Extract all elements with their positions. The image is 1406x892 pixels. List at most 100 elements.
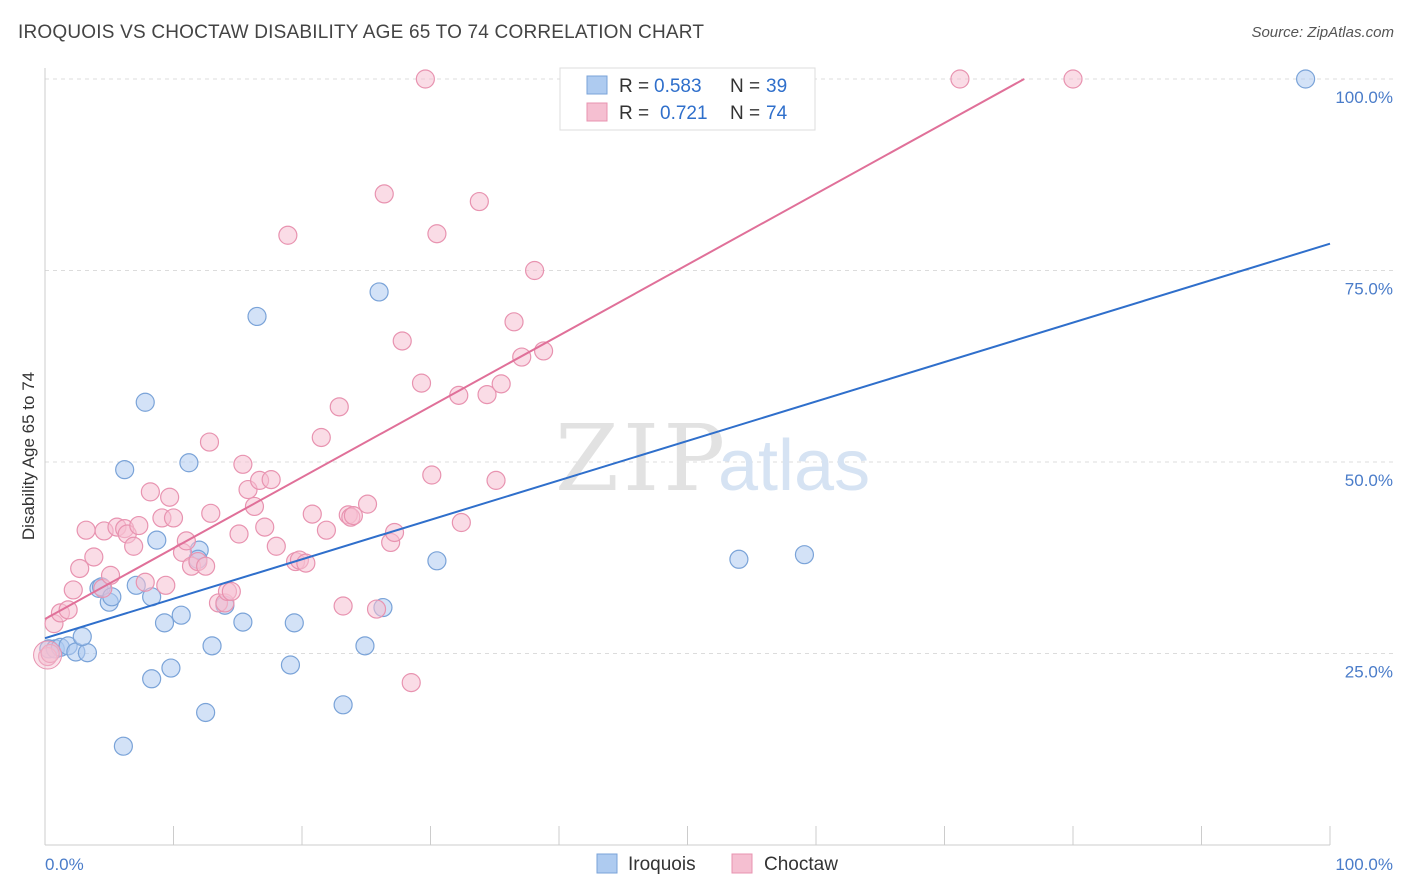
legend-r-value-choctaw: 0.721 [660, 103, 708, 124]
point-choctaw-27 [196, 556, 216, 576]
point-iroquois-35 [427, 551, 447, 571]
bottom-legend: Iroquois Choctaw [596, 853, 838, 875]
point-choctaw-63 [427, 224, 447, 244]
point-iroquois-14 [135, 392, 155, 412]
watermark-zip: ZIP [555, 405, 729, 512]
point-choctaw-61 [411, 373, 432, 393]
point-choctaw-56 [374, 184, 394, 204]
trend-line-iroquois [44, 242, 1331, 640]
y-tick-label-75: 75.0% [1345, 280, 1393, 299]
point-choctaw-top-1 [950, 69, 970, 89]
point-iroquois-36 [729, 549, 749, 569]
x-tick-label-100: 100.0% [1335, 855, 1393, 874]
x-tick-label-0: 0.0% [45, 855, 84, 874]
point-choctaw-top-2 [1063, 69, 1083, 89]
point-iroquois-31 [333, 695, 353, 715]
y-tick-label-50: 50.0% [1345, 471, 1393, 490]
point-iroquois-30 [284, 613, 304, 633]
point-choctaw-28 [199, 432, 220, 452]
point-choctaw-4 [58, 600, 78, 620]
point-choctaw-33 [221, 581, 241, 602]
point-iroquois-25 [202, 636, 222, 656]
point-choctaw-top-0 [415, 69, 435, 89]
point-iroquois-32 [355, 636, 375, 656]
grid-layer [45, 78, 1393, 654]
point-choctaw-59 [392, 331, 412, 351]
point-choctaw-68 [486, 470, 506, 490]
point-choctaw-70 [504, 312, 524, 332]
point-choctaw-8 [84, 547, 104, 567]
point-choctaw-55 [366, 599, 387, 619]
point-choctaw-60 [401, 673, 421, 693]
point-choctaw-66 [469, 191, 489, 212]
point-choctaw-1 [40, 643, 60, 664]
y-tick-label-25: 25.0% [1345, 663, 1393, 682]
y-axis-title: Disability Age 65 to 74 [19, 372, 38, 540]
bottom-legend-label-choctaw: Choctaw [764, 854, 838, 875]
point-choctaw-22 [163, 508, 184, 528]
point-iroquois-17 [147, 530, 167, 550]
watermark-atlas: atlas [718, 426, 870, 506]
legend-n-value-choctaw: 74 [766, 103, 788, 124]
point-iroquois-33 [369, 282, 389, 302]
point-iroquois-37 [794, 545, 815, 565]
point-iroquois-29 [280, 655, 301, 675]
point-choctaw-65 [451, 512, 471, 533]
point-choctaw-53 [343, 506, 363, 526]
point-cluster-origin [33, 640, 63, 670]
point-choctaw-48 [316, 520, 337, 540]
point-choctaw-34 [229, 524, 249, 544]
point-choctaw-20 [156, 575, 176, 595]
point-choctaw-40 [261, 470, 281, 490]
point-choctaw-50 [333, 596, 353, 616]
point-choctaw-11 [100, 565, 121, 585]
source-label: Source: ZipAtlas.com [1251, 24, 1394, 41]
point-choctaw-7 [76, 520, 96, 540]
point-iroquois-18 [154, 613, 175, 633]
point-choctaw-21 [160, 487, 180, 507]
point-choctaw-54 [357, 494, 378, 514]
axis-layer: 25.0% 50.0% 75.0% 100.0% 0.0% 100.0% [44, 68, 1393, 874]
trend-line-choctaw [44, 78, 1025, 620]
point-choctaw-5 [63, 580, 83, 600]
point-iroquois-19 [161, 658, 181, 678]
bottom-legend-label-iroquois: Iroquois [628, 854, 696, 875]
legend-n-label-iroquois: N = [730, 76, 760, 97]
point-iroquois-28 [247, 306, 267, 327]
point-choctaw-41 [266, 536, 286, 556]
point-choctaw-16 [129, 515, 149, 536]
point-iroquois-11 [115, 460, 135, 480]
bottom-legend-swatch-choctaw [731, 853, 753, 874]
legend-r-label-iroquois: R = [619, 76, 649, 97]
point-choctaw-46 [302, 504, 322, 524]
legend-swatch-choctaw [586, 102, 608, 122]
point-iroquois-24 [196, 702, 216, 723]
point-iroquois-27 [233, 612, 253, 632]
point-iroquois-38 [1295, 69, 1316, 89]
point-choctaw-29 [201, 503, 221, 523]
y-tick-label-100: 100.0% [1335, 88, 1393, 107]
chart-title: IROQUOIS VS CHOCTAW DISABILITY AGE 65 TO… [18, 22, 705, 43]
point-iroquois-20 [171, 605, 191, 625]
point-choctaw-69 [491, 374, 511, 394]
point-choctaw-35 [233, 454, 253, 474]
point-iroquois-21 [179, 453, 199, 473]
watermark: ZIP atlas [555, 405, 870, 512]
point-choctaw-18 [140, 482, 160, 502]
point-choctaw-39 [255, 517, 275, 537]
point-iroquois-12 [113, 736, 133, 756]
point-choctaw-49 [329, 397, 349, 417]
point-iroquois-6 [72, 627, 92, 647]
point-choctaw-15 [124, 536, 144, 556]
legend-r-label-choctaw: R = [619, 103, 649, 124]
point-choctaw-72 [524, 260, 545, 281]
point-choctaw-17 [135, 572, 155, 592]
top-legend: R = 0.583 N = 39 R = 0.721 N = 74 [559, 67, 816, 131]
point-choctaw-67 [477, 384, 497, 405]
point-choctaw-42 [278, 225, 298, 245]
trend-layer [44, 78, 1331, 640]
bottom-legend-swatch-iroquois [596, 853, 618, 874]
point-choctaw-62 [422, 465, 442, 485]
legend-n-value-iroquois: 39 [766, 76, 787, 97]
point-iroquois-16 [142, 669, 162, 689]
